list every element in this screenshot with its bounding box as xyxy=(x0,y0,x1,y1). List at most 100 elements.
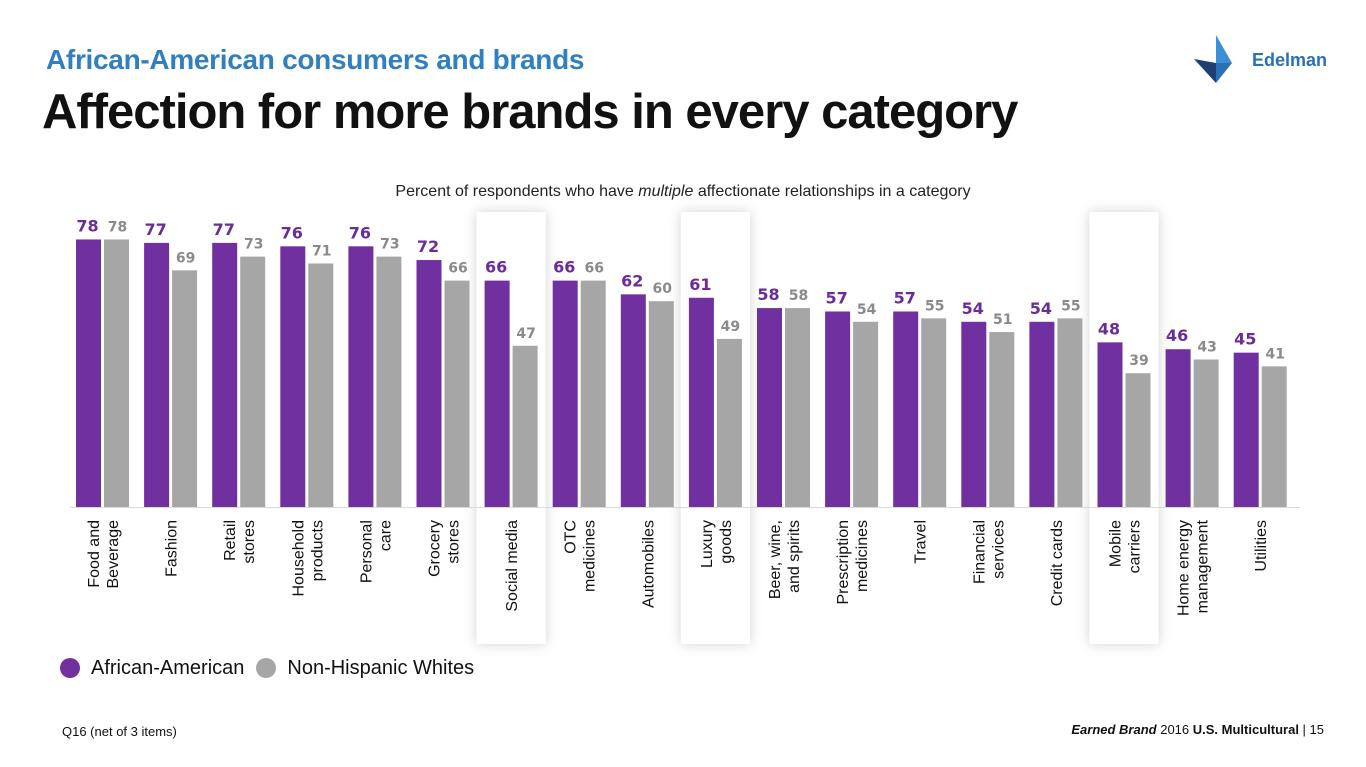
footer-report: U.S. Multicultural xyxy=(1192,722,1299,737)
bar-african-american-prescription-medicines xyxy=(825,311,851,507)
category-label-line: Prescription xyxy=(835,520,852,604)
category-label-line: Beverage xyxy=(105,520,122,589)
logo-mark-mid xyxy=(1216,63,1232,83)
category-label-fashion: Fashion xyxy=(164,520,181,577)
value-label-non-hispanic-whites-personal-care: 73 xyxy=(380,237,399,253)
bar-african-american-fashion xyxy=(144,242,170,507)
category-label-line: Travel xyxy=(913,520,930,564)
footer-page: | 15 xyxy=(1298,722,1324,737)
category-label-line: Fashion xyxy=(164,520,181,577)
bar-non-hispanic-whites-social-media xyxy=(512,345,538,507)
value-label-african-american-luxury-goods: 61 xyxy=(689,275,711,294)
bar-african-american-home-energy-management xyxy=(1165,349,1191,507)
value-label-non-hispanic-whites-household-products: 71 xyxy=(312,243,331,259)
category-label-line: Automobiles xyxy=(640,520,657,608)
legend-item-non-hispanic-whites: Non-Hispanic Whites xyxy=(256,657,474,680)
category-label-line: Financial xyxy=(971,520,988,584)
legend-swatch-african-american xyxy=(60,658,80,678)
report-footer: Earned Brand 2016 U.S. Multicultural | 1… xyxy=(1071,722,1324,737)
category-label-line: Luxury xyxy=(699,520,716,568)
value-label-african-american-home-energy-management: 46 xyxy=(1166,326,1188,345)
value-label-non-hispanic-whites-financial-services: 51 xyxy=(993,312,1012,328)
category-label-line: Grocery xyxy=(427,520,444,577)
bar-african-american-credit-cards xyxy=(1029,321,1055,507)
value-label-african-american-food-and-beverage: 78 xyxy=(76,216,98,235)
category-label-household-products: Household products xyxy=(290,520,326,597)
category-label-line: Mobile xyxy=(1108,520,1125,567)
bar-non-hispanic-whites-financial-services xyxy=(989,332,1015,507)
category-label-beer-wine-and-spirits: Beer, wine, and spirits xyxy=(767,520,803,599)
value-label-african-american-credit-cards: 54 xyxy=(1030,299,1052,318)
legend-swatch-non-hispanic-whites xyxy=(256,658,277,678)
value-label-african-american-social-media: 66 xyxy=(485,258,507,277)
logo-text: Edelman xyxy=(1252,50,1328,70)
category-label-social-media: Social media xyxy=(504,520,521,612)
value-label-non-hispanic-whites-social-media: 47 xyxy=(516,326,535,342)
category-label-line: care xyxy=(377,520,394,551)
category-label-line: Food and xyxy=(86,520,103,588)
bar-non-hispanic-whites-mobile-carriers xyxy=(1125,373,1151,507)
bar-african-american-utilities xyxy=(1233,352,1259,507)
bar-non-hispanic-whites-credit-cards xyxy=(1057,318,1083,507)
bar-non-hispanic-whites-grocery-stores xyxy=(444,280,470,507)
bar-non-hispanic-whites-personal-care xyxy=(376,256,402,507)
category-label-personal-care: Personal care xyxy=(358,520,394,583)
bar-non-hispanic-whites-retail-stores xyxy=(240,256,266,507)
footer-brand: Earned Brand xyxy=(1071,722,1157,737)
value-label-non-hispanic-whites-prescription-medicines: 54 xyxy=(857,302,877,318)
category-label-line: Household xyxy=(290,520,307,597)
category-label-retail-stores: Retail stores xyxy=(222,520,258,564)
bar-african-american-financial-services xyxy=(961,321,987,507)
category-label-line: Retail xyxy=(222,520,239,561)
bar-african-american-otc-medicines xyxy=(552,280,578,507)
logo-mark-dark xyxy=(1194,59,1216,83)
bar-non-hispanic-whites-household-products xyxy=(308,263,334,507)
value-label-african-american-beer-wine-and-spirits: 58 xyxy=(757,285,779,304)
bar-african-american-beer-wine-and-spirits xyxy=(757,308,782,507)
category-label-financial-services: Financial services xyxy=(971,520,1007,584)
value-label-african-american-grocery-stores: 72 xyxy=(417,237,439,256)
chart-legend: African-American Non-Hispanic Whites xyxy=(60,656,486,680)
category-label-automobiles: Automobiles xyxy=(640,520,657,608)
value-label-african-american-prescription-medicines: 57 xyxy=(825,288,847,307)
subtitle-text-end: affectionate relationships in a category xyxy=(693,183,971,200)
category-label-line: OTC xyxy=(563,520,580,554)
value-label-non-hispanic-whites-travel: 55 xyxy=(925,298,944,314)
category-label-line: and spirits xyxy=(786,520,803,593)
value-label-non-hispanic-whites-luxury-goods: 49 xyxy=(721,319,740,335)
value-label-non-hispanic-whites-home-energy-management: 43 xyxy=(1197,340,1216,356)
value-label-african-american-household-products: 76 xyxy=(281,223,303,242)
value-label-non-hispanic-whites-retail-stores: 73 xyxy=(244,237,263,253)
category-label-line: management xyxy=(1195,519,1212,613)
subtitle-emphasis: multiple xyxy=(638,183,694,200)
category-label-line: Home energy xyxy=(1176,520,1193,616)
value-label-non-hispanic-whites-food-and-beverage: 78 xyxy=(108,219,127,235)
value-label-non-hispanic-whites-mobile-carriers: 39 xyxy=(1129,353,1148,369)
edelman-logo xyxy=(1194,35,1232,83)
value-label-african-american-otc-medicines: 66 xyxy=(553,258,575,277)
category-label-line: stores xyxy=(241,520,258,564)
value-label-non-hispanic-whites-utilities: 41 xyxy=(1265,346,1284,362)
bar-african-american-food-and-beverage xyxy=(76,239,101,507)
category-label-luxury-goods: Luxury goods xyxy=(699,520,735,568)
category-label-prescription-medicines: Prescription medicines xyxy=(835,520,871,604)
bar-non-hispanic-whites-luxury-goods xyxy=(716,338,742,507)
section-kicker: African-American consumers and brands xyxy=(46,44,585,75)
category-label-home-energy-management: Home energy management xyxy=(1176,519,1212,616)
page-title: Affection for more brands in every categ… xyxy=(42,85,1018,139)
category-label-mobile-carriers: Mobile carriers xyxy=(1108,520,1144,573)
category-label-food-and-beverage: Food and Beverage xyxy=(86,520,122,589)
value-label-non-hispanic-whites-automobiles: 60 xyxy=(653,281,673,297)
logo-mark-light xyxy=(1216,35,1232,63)
bar-non-hispanic-whites-home-energy-management xyxy=(1193,359,1219,507)
bar-african-american-travel xyxy=(893,311,919,507)
category-label-utilities: Utilities xyxy=(1253,520,1270,572)
category-label-line: Beer, wine, xyxy=(767,520,784,599)
legend-label-non-hispanic-whites: Non-Hispanic Whites xyxy=(287,656,475,679)
category-label-line: Personal xyxy=(358,520,375,583)
bar-non-hispanic-whites-fashion xyxy=(172,270,198,507)
category-label-line: Social media xyxy=(504,520,521,612)
category-label-line: carriers xyxy=(1127,520,1144,573)
category-label-line: medicines xyxy=(582,520,599,592)
bar-african-american-grocery-stores xyxy=(416,260,442,507)
